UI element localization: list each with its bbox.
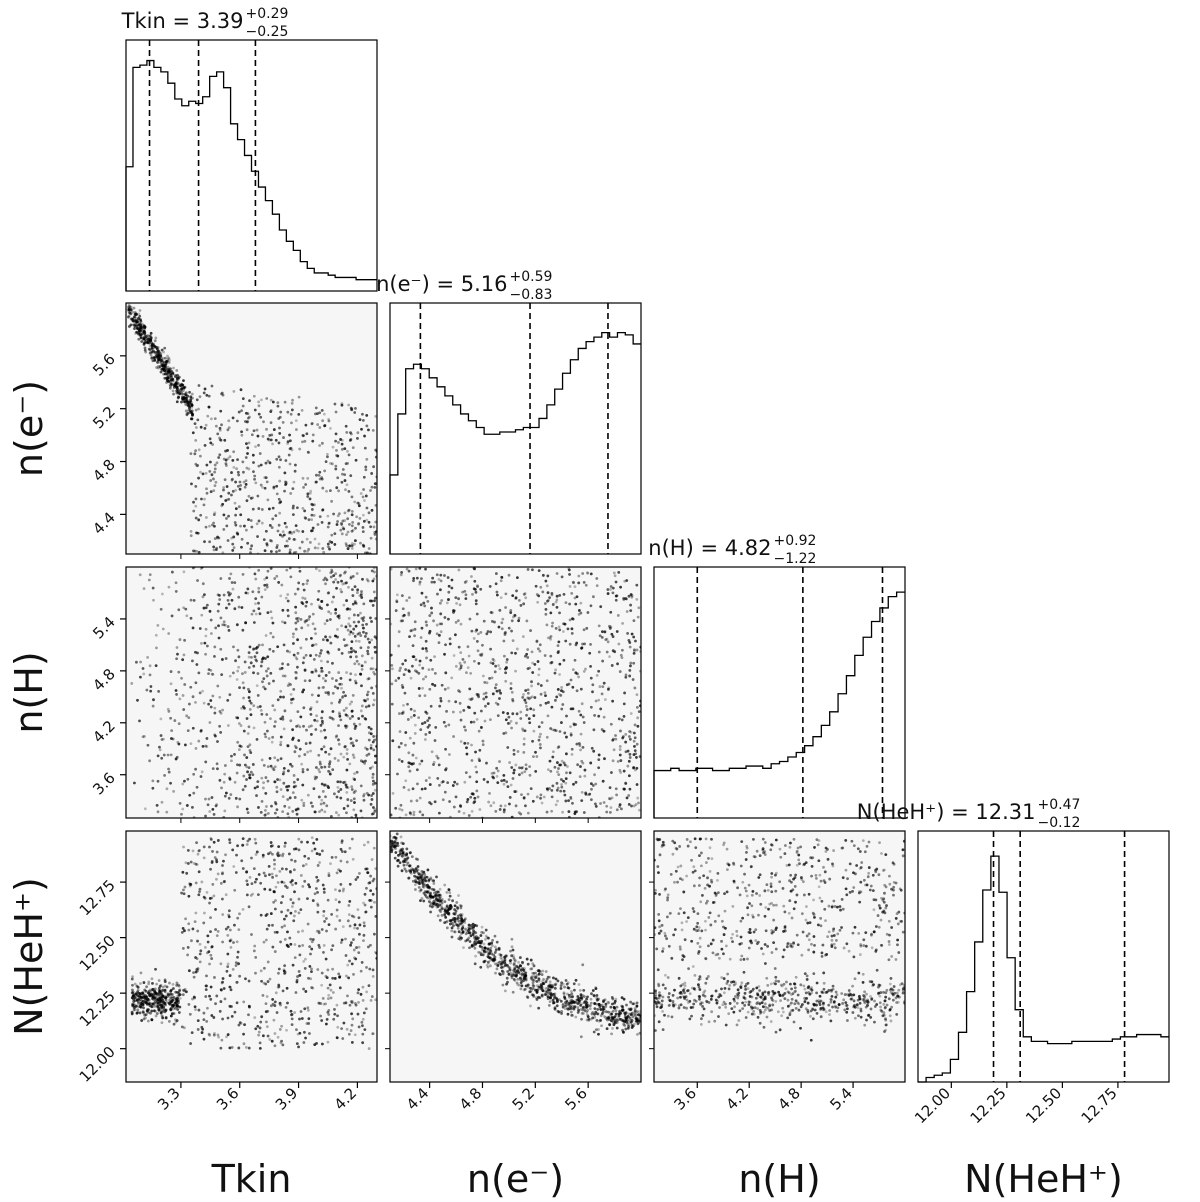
x-tick-label: 5.4 (826, 1084, 856, 1114)
histogram-step-line (389, 331, 641, 554)
y-axis-label: n(e⁻) (7, 380, 51, 477)
y-tick-label: 5.2 (89, 403, 119, 433)
density-panel-tkin-vs-nheh (125, 830, 378, 1083)
panel-title: n(e⁻) = 5.16 (376, 272, 507, 296)
panel-frame (125, 566, 378, 819)
panel-background (126, 831, 377, 1082)
density-points (130, 836, 377, 1050)
density-panel-ne-vs-nheh (389, 830, 642, 1083)
density-points (390, 567, 641, 818)
y-tick-label: 4.8 (89, 456, 119, 486)
panel-frame (389, 830, 642, 1083)
panel-frame (389, 566, 642, 819)
x-tick-label: 3.3 (154, 1084, 184, 1114)
density-panel-tkin-vs-ne (125, 302, 378, 555)
y-tick-label: 3.6 (89, 769, 119, 799)
title-minus-error: −1.22 (774, 551, 817, 567)
x-tick-label: 3.9 (272, 1084, 302, 1114)
panel-background (390, 831, 641, 1082)
panel-background (126, 303, 377, 554)
y-tick-label: 12.75 (76, 876, 119, 919)
histogram-step-line (918, 855, 1169, 1083)
x-tick-label: 12.75 (1078, 1084, 1121, 1127)
panel-frame (389, 302, 642, 555)
y-tick-label: 4.2 (89, 717, 119, 747)
title-minus-error: −0.83 (510, 287, 553, 303)
panel-background (654, 831, 905, 1082)
x-axis-label: Tkin (211, 1157, 292, 1201)
density-points (654, 837, 905, 1042)
histogram-step-line (653, 591, 905, 818)
y-tick-label: 5.6 (89, 350, 119, 380)
title-plus-error: +0.47 (1038, 797, 1081, 813)
title-minus-error: −0.25 (246, 24, 289, 40)
y-tick-label: 12.00 (76, 1043, 119, 1086)
y-tick-label: 12.50 (76, 932, 119, 975)
y-tick-label: 5.4 (89, 613, 119, 643)
x-tick-label: 12.25 (967, 1084, 1010, 1127)
panel-title: n(H) = 4.82 (648, 536, 771, 560)
histogram-panel-nh: n(H) = 4.82 +0.92 −1.22 (648, 533, 906, 819)
x-tick-label: 3.6 (671, 1084, 701, 1114)
panel-title: N(HeH⁺) = 12.31 (857, 800, 1036, 824)
title-minus-error: −0.12 (1038, 815, 1081, 831)
panel-title: Tkin = 3.39 (121, 9, 244, 33)
y-tick-label: 12.25 (76, 987, 119, 1030)
x-tick-label: 5.2 (509, 1084, 539, 1114)
histogram-panel-ne: n(e⁻) = 5.16 +0.59 −0.83 (376, 269, 642, 555)
x-tick-label: 4.2 (722, 1084, 752, 1114)
title-plus-error: +0.29 (246, 6, 289, 22)
panel-frame (653, 830, 906, 1083)
x-tick-label: 3.6 (213, 1084, 243, 1114)
x-tick-label: 4.4 (403, 1084, 433, 1114)
y-tick-label: 4.4 (89, 508, 119, 538)
panel-frame (125, 302, 378, 555)
x-axis-label: n(e⁻) (467, 1157, 564, 1201)
panel-frame (125, 830, 378, 1083)
x-tick-label: 12.00 (911, 1084, 954, 1127)
x-tick-label: 12.50 (1022, 1084, 1065, 1127)
panel-frame (653, 566, 906, 819)
histogram-step-line (125, 59, 377, 291)
x-tick-label: 4.8 (456, 1084, 486, 1114)
density-points (126, 303, 377, 554)
y-axis-label: n(H) (7, 651, 51, 733)
histogram-panel-nheh: N(HeH⁺) = 12.31 +0.47 −0.12 (857, 797, 1170, 1083)
y-axis-label: N(HeH⁺) (7, 877, 51, 1036)
density-panel-ne-vs-nh (389, 566, 642, 819)
x-tick-label: 5.6 (561, 1084, 591, 1114)
histogram-panel-tkin: Tkin = 3.39 +0.29 −0.25 (121, 6, 378, 292)
panel-background (126, 567, 377, 818)
title-plus-error: +0.92 (774, 533, 817, 549)
density-panel-nh-vs-nheh (653, 830, 906, 1083)
x-tick-label: 4.8 (774, 1084, 804, 1114)
y-tick-label: 4.8 (89, 665, 119, 695)
density-panel-tkin-vs-nh (125, 566, 378, 819)
density-points (130, 567, 377, 818)
x-axis-label: N(HeH⁺) (964, 1157, 1123, 1201)
panel-frame (917, 830, 1170, 1083)
title-plus-error: +0.59 (510, 269, 553, 285)
x-axis-label: n(H) (738, 1157, 820, 1201)
x-tick-label: 4.2 (331, 1084, 361, 1114)
